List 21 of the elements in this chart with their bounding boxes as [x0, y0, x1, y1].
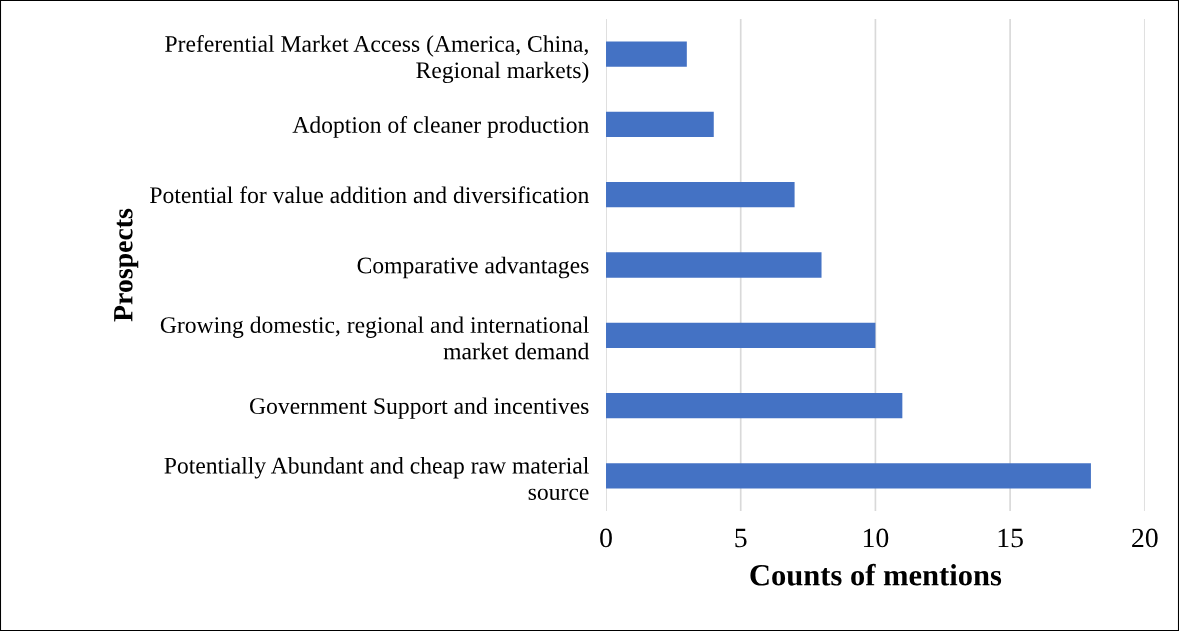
x-tick-label: 10	[863, 528, 889, 548]
bar	[606, 252, 822, 278]
bar	[606, 322, 876, 348]
y-tick-label: Adoption of cleaner production	[292, 116, 589, 138]
y-tick-label: Preferential Market Access (America, China, Regional markets)	[165, 35, 589, 84]
y-tick-label: Government Support and incentives	[249, 397, 589, 419]
bar	[606, 111, 714, 138]
bar	[606, 41, 687, 67]
y-axis-title: Prospects	[114, 208, 139, 322]
y-tick-label: Comparative advantages	[357, 256, 589, 279]
x-axis-title: Counts of mentions	[750, 563, 1002, 586]
x-tick-label: 5	[735, 528, 747, 548]
y-tick-label: Potential for value addition and diversification	[150, 186, 589, 204]
y-tick-label: Growing domestic, regional and international market demand	[160, 316, 590, 360]
x-tick-label: 0	[600, 528, 612, 548]
bar	[606, 392, 903, 419]
x-tick-label: 20	[1132, 528, 1158, 548]
bar	[606, 463, 1091, 489]
x-tick-label: 15	[998, 528, 1023, 548]
y-tick-label: Potentially Abundant and cheap raw material source	[164, 457, 589, 501]
bar	[606, 182, 795, 208]
